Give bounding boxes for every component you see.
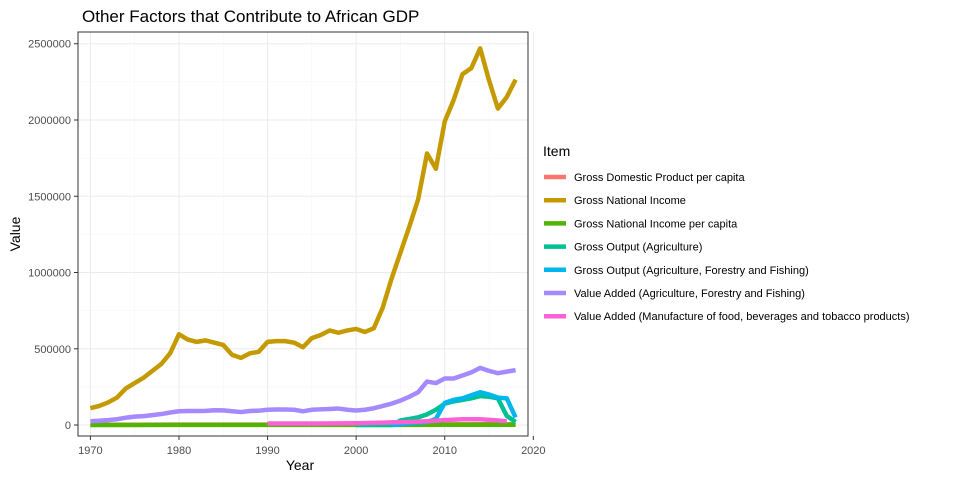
y-tick-label: 0 — [65, 420, 71, 432]
x-axis: 1970 1980 1990 2000 2010 2020 — [78, 436, 546, 457]
legend: Item Gross Domestic Product per capita Gr… — [543, 143, 910, 323]
legend-label-1: Gross Domestic Product per capita — [574, 172, 745, 184]
y-tick-label: 500000 — [34, 344, 71, 356]
legend-title: Item — [543, 143, 570, 159]
y-tick-label: 2000000 — [28, 115, 71, 127]
x-tick-label: 1980 — [167, 445, 191, 457]
legend-label-6: Value Added (Agriculture, Forestry and F… — [574, 288, 805, 300]
series-line-2 — [89, 46, 518, 411]
x-axis-title: Year — [286, 457, 315, 473]
y-axis-title: Value — [7, 216, 23, 251]
series-lines — [89, 46, 518, 428]
x-tick-label: 2010 — [432, 445, 456, 457]
y-tick-label: 2500000 — [28, 39, 71, 51]
legend-label-5: Gross Output (Agriculture, Forestry and … — [574, 265, 809, 277]
x-tick-label: 1970 — [78, 445, 102, 457]
x-tick-label: 2000 — [344, 445, 368, 457]
y-axis: 0 500000 1000000 1500000 2000000 2500000 — [28, 39, 78, 432]
y-tick-label: 1500000 — [28, 191, 71, 203]
legend-label-7: Value Added (Manufacture of food, bevera… — [574, 311, 910, 323]
chart-title: Other Factors that Contribute to African… — [82, 7, 419, 26]
series-line-6 — [90, 365, 516, 424]
x-tick-label: 2020 — [521, 445, 545, 457]
y-tick-label: 1000000 — [28, 268, 71, 280]
plot-panel-border — [77, 31, 529, 437]
legend-label-4: Gross Output (Agriculture) — [574, 242, 702, 254]
x-tick-label: 1990 — [255, 445, 279, 457]
legend-label-2: Gross National Income — [574, 195, 686, 207]
series-line-7 — [267, 416, 507, 426]
legend-label-3: Gross National Income per capita — [574, 218, 738, 230]
